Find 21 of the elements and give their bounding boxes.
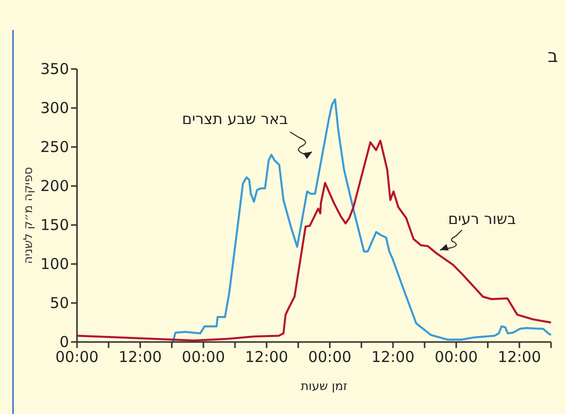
x-tick-label: 00:00 [308, 348, 352, 366]
y-tick-label: 50 [50, 294, 69, 312]
x-tick-label: 12:00 [118, 348, 162, 366]
y-tick-label: 150 [40, 216, 69, 234]
x-tick-label: 12:00 [371, 348, 415, 366]
series-label: בשור רעים [448, 210, 516, 228]
x-axis-title: זמן שעות [300, 379, 348, 393]
y-tick-label: 300 [40, 99, 69, 117]
x-tick-label: 00:00 [55, 348, 99, 366]
y-tick-label: 100 [40, 255, 69, 273]
text: באר שבע תצרים [182, 110, 288, 128]
y-tick-label: 350 [40, 60, 69, 78]
y-tick-label: 200 [40, 177, 69, 195]
x-tick-label: 00:00 [182, 348, 226, 366]
y-tick-label: 0 [59, 333, 69, 351]
chart-title: ב [548, 46, 558, 67]
y-axis-title: ספיקה מ״ק לשניה [21, 166, 35, 264]
x-tick-label: 12:00 [244, 348, 288, 366]
x-tick-label: 00:00 [434, 348, 478, 366]
x-tick-label: 12:00 [498, 348, 542, 366]
y-tick-label: 250 [40, 138, 69, 156]
